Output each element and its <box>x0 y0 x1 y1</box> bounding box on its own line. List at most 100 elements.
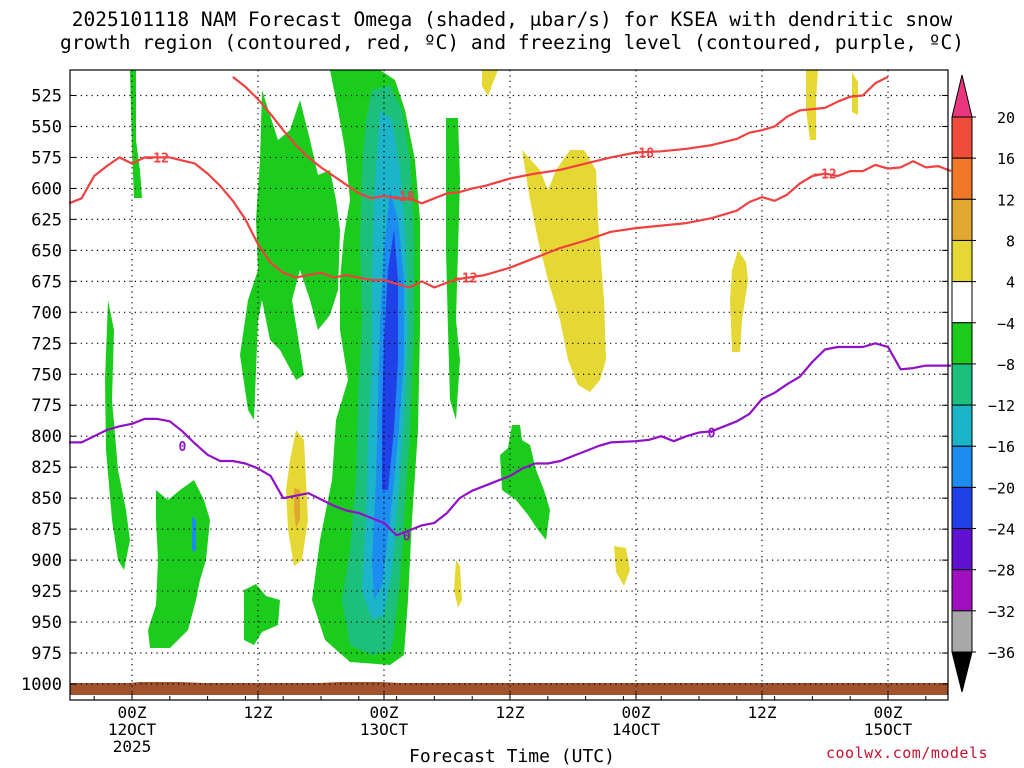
x-axis-label: Forecast Time (UTC) <box>409 746 615 767</box>
x-tick-label: 00Z <box>622 703 651 722</box>
y-tick-label: 750 <box>31 365 62 385</box>
y-tick-label: 775 <box>31 396 62 416</box>
colorbar-label: −32 <box>988 603 1015 621</box>
colorbar-top-triangle <box>951 74 973 118</box>
colorbar-label: −12 <box>988 397 1015 415</box>
omega-region-green-left1 <box>240 90 340 420</box>
dgz-label-minus18-a: −18 <box>391 190 415 205</box>
y-tick-label: 700 <box>31 303 62 323</box>
y-tick-label: 950 <box>31 613 62 633</box>
omega-region-green-far-left <box>105 300 130 570</box>
chart-title-line1: 2025101118 NAM Forecast Omega (shaded, μ… <box>71 8 953 31</box>
colorbar-label: 16 <box>997 150 1015 168</box>
colorbar-label: −16 <box>988 438 1015 456</box>
y-tick-label: 550 <box>31 117 62 137</box>
colorbar-label: −28 <box>988 562 1015 580</box>
dgz-contour-minus18 <box>232 75 889 205</box>
colorbar: 20 16 12 8 4 −4 −8 −12 −16 −20 −24 −28 −32 −36 <box>951 74 1015 693</box>
grid-lines <box>70 70 948 700</box>
x-tick-date-label: 13OCT <box>360 720 409 739</box>
y-tick-label: 900 <box>31 551 62 571</box>
y-tick-label: 925 <box>31 582 62 602</box>
chart-title-line2: growth region (contoured, red, ºC) and f… <box>60 31 964 54</box>
omega-region-yellow-large <box>522 150 606 392</box>
y-tick-label: 825 <box>31 458 62 478</box>
credit-text: coolwx.com/models <box>826 744 989 762</box>
omega-region-orange-small <box>294 488 300 528</box>
y-tick-label: 725 <box>31 334 62 354</box>
freezing-label-c: 0 <box>708 426 716 441</box>
x-tick-label: 00Z <box>118 703 147 722</box>
colorbar-label: −36 <box>988 644 1015 662</box>
y-tick-label: 600 <box>31 179 62 199</box>
ground-surface-top <box>70 682 948 690</box>
colorbar-segment <box>951 610 973 653</box>
colorbar-label: 4 <box>1006 274 1015 292</box>
freezing-label-b: 0 <box>403 529 411 544</box>
y-tick-label: 975 <box>31 644 62 664</box>
dgz-label-minus18-b: −18 <box>631 146 655 161</box>
colorbar-label: −8 <box>997 356 1015 374</box>
x-tick-date-label: 15OCT <box>864 720 913 739</box>
colorbar-bottom-triangle <box>951 651 973 693</box>
dgz-contour-minus12 <box>68 156 952 289</box>
colorbar-label: −20 <box>988 479 1015 497</box>
omega-shading <box>70 70 948 695</box>
colorbar-segment <box>951 404 973 447</box>
colorbar-segment <box>951 157 973 200</box>
colorbar-segment <box>951 198 973 241</box>
x-tick-label: 12Z <box>748 703 777 722</box>
colorbar-label: 20 <box>997 109 1015 127</box>
colorbar-label: 12 <box>997 191 1015 209</box>
axes: 525 550 575 600 625 650 675 700 725 750 775 800 825 8… <box>21 69 949 756</box>
colorbar-label: −4 <box>997 315 1015 333</box>
x-tick-label: 00Z <box>874 703 903 722</box>
x-tick-date-label: 14OCT <box>612 720 661 739</box>
y-tick-label: 875 <box>31 520 62 540</box>
colorbar-segment <box>951 486 973 530</box>
dgz-label-minus12-c: −12 <box>813 168 836 183</box>
colorbar-segment <box>951 322 973 365</box>
colorbar-segment <box>951 569 973 612</box>
colorbar-segment <box>951 445 973 488</box>
dgz-label-minus12-b: −12 <box>454 272 477 287</box>
plot-frame <box>69 69 949 701</box>
y-tick-label: 850 <box>31 489 62 509</box>
dgz-label-minus12-a: −12 <box>145 151 168 166</box>
omega-region-yellow-right <box>730 250 748 352</box>
x-tick-label: 12Z <box>496 703 525 722</box>
omega-region-green-sliver <box>130 70 142 198</box>
omega-region-blue-small <box>192 516 196 552</box>
colorbar-label: 8 <box>1006 232 1015 250</box>
x-tick-label: 12Z <box>244 703 273 722</box>
y-tick-label: 525 <box>31 87 62 107</box>
omega-region-green-mid-right <box>500 425 550 540</box>
x-tick-year-label: 2025 <box>113 737 152 756</box>
colorbar-segment <box>951 116 973 159</box>
omega-region-green-lower-left <box>148 480 210 648</box>
omega-region-yellow-top <box>482 70 498 96</box>
y-tick-label: 1000 <box>21 675 62 695</box>
colorbar-label: −24 <box>988 521 1015 539</box>
colorbar-segment <box>951 281 973 324</box>
y-tick-label: 625 <box>31 210 62 230</box>
colorbar-segment <box>951 239 973 283</box>
contours: −12 −12 −12 −18 −18 0 0 0 <box>68 75 952 544</box>
freezing-label-a: 0 <box>178 440 186 455</box>
omega-region-yellow-tr1 <box>806 70 818 140</box>
omega-region-blue <box>382 230 398 490</box>
y-tick-label: 575 <box>31 148 62 168</box>
omega-region-yellow-tr2 <box>852 72 858 115</box>
x-tick-label: 00Z <box>370 703 399 722</box>
y-tick-label: 650 <box>31 241 62 261</box>
x-tick-date-label: 12OCT <box>108 720 157 739</box>
colorbar-segment <box>951 528 973 571</box>
y-tick-label: 675 <box>31 272 62 292</box>
colorbar-segment <box>951 363 973 406</box>
omega-region-yellow-small2 <box>454 560 462 608</box>
omega-region-green-bottom-left <box>244 584 280 645</box>
omega-region-yellow-small1 <box>614 546 630 586</box>
y-tick-label: 800 <box>31 427 62 447</box>
freezing-level-contour <box>69 342 951 537</box>
